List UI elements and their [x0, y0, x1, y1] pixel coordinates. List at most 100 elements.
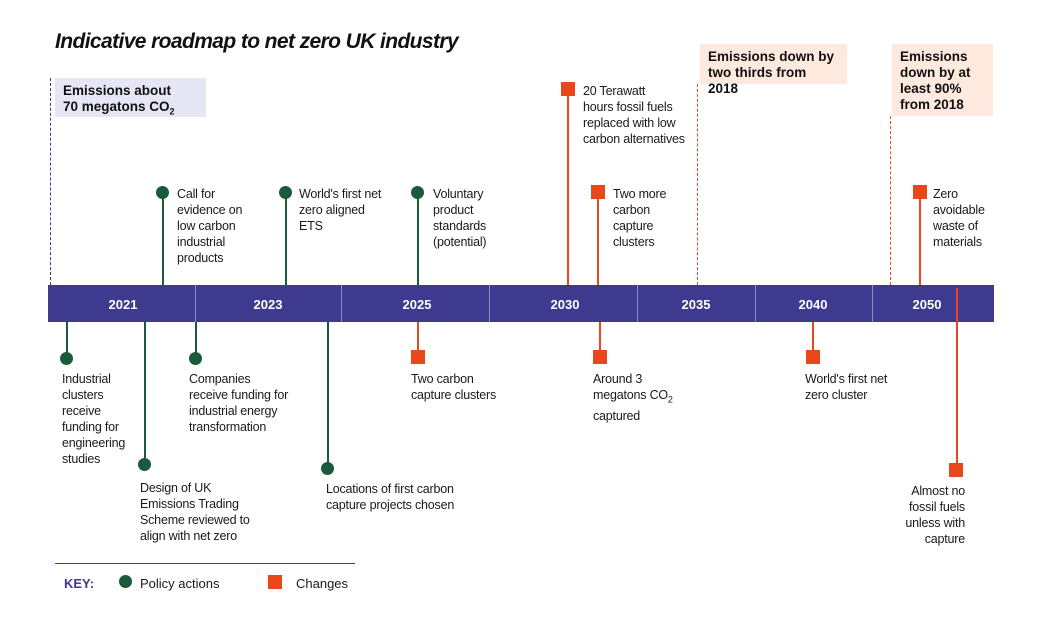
policy-line: receive funding for — [189, 388, 289, 402]
year-label-2023: 2023 — [253, 297, 283, 312]
policy-line: clusters — [62, 388, 104, 402]
policy-line: products — [177, 251, 224, 265]
policy-dot — [189, 352, 202, 365]
policy-line: receive — [62, 404, 101, 418]
year-label-2021: 2021 — [108, 297, 138, 312]
policy-label-first-net-zero-ets: World's first net zero aligned ETS — [299, 186, 381, 234]
policy-connector — [417, 192, 419, 285]
change-line: fossil fuels — [909, 500, 965, 514]
policy-line: low carbon — [177, 219, 236, 233]
bar-divider — [637, 285, 638, 322]
change-line-subscript: 2 — [667, 394, 673, 405]
policy-line: engineering — [62, 436, 126, 450]
callout-2050-line2: down by at — [900, 65, 971, 80]
policy-label-ets-review: Design of UK Emissions Trading Scheme re… — [140, 480, 250, 544]
change-line: World's first net — [805, 372, 888, 386]
policy-line: Companies — [189, 372, 251, 386]
key-policy-label: Policy actions — [140, 576, 220, 591]
policy-label-company-funding: Companies receive funding for industrial… — [189, 371, 288, 435]
policy-connector — [162, 192, 164, 285]
change-line: Around 3 — [593, 372, 643, 386]
year-label-2040: 2040 — [798, 297, 828, 312]
change-line: clusters — [613, 235, 655, 249]
policy-line: Call for — [177, 187, 215, 201]
callout-2035-emissions: Emissions down by two thirds from 2018 — [700, 44, 847, 96]
change-marker — [913, 185, 927, 199]
year-label-2050: 2050 — [912, 297, 942, 312]
change-line: Two carbon — [411, 372, 474, 386]
key-divider — [55, 563, 355, 564]
policy-label-capture-locations: Locations of first carbon capture projec… — [326, 481, 454, 513]
policy-connector — [327, 322, 329, 468]
timeline-bar — [48, 285, 994, 322]
change-connector — [567, 90, 569, 285]
key-change-label: Changes — [296, 576, 349, 591]
change-marker — [806, 350, 820, 364]
change-marker — [591, 185, 605, 199]
policy-line: studies — [62, 452, 101, 466]
change-connector — [597, 192, 599, 285]
change-line: captured — [593, 408, 641, 423]
policy-dot — [279, 186, 292, 199]
policy-dot — [156, 186, 169, 199]
dashed-line-2050 — [890, 116, 891, 285]
key-change-marker — [268, 575, 282, 589]
policy-line: (potential) — [433, 235, 487, 249]
change-label-two-more-clusters: Two more carbon capture clusters — [613, 186, 666, 250]
bar-divider — [755, 285, 756, 322]
key-policy-dot — [119, 575, 132, 588]
policy-line: Scheme reviewed to — [140, 513, 250, 527]
change-line: materials — [933, 235, 982, 249]
callout-start-line2: 70 megatons CO2 — [63, 99, 198, 120]
change-label-zero-waste: Zero avoidable waste of materials — [933, 186, 985, 250]
change-line: waste of — [933, 219, 978, 233]
change-marker — [411, 350, 425, 364]
change-line: 20 Terawatt — [583, 84, 646, 98]
change-line: hours fossil fuels — [583, 100, 673, 114]
policy-line: Voluntary — [433, 187, 484, 201]
change-line: capture clusters — [411, 388, 497, 402]
policy-line: align with net zero — [140, 529, 237, 543]
change-line: carbon alternatives — [583, 132, 685, 146]
policy-dot — [60, 352, 73, 365]
policy-line: product — [433, 203, 474, 217]
year-label-2035: 2035 — [681, 297, 711, 312]
change-label-megatons-captured: Around 3 megatons CO2 captured — [593, 371, 673, 424]
year-label-2025: 2025 — [402, 297, 432, 312]
change-label-terawatt-hours: 20 Terawatt hours fossil fuels replaced … — [583, 83, 685, 147]
change-marker — [949, 463, 963, 477]
policy-dot — [138, 458, 151, 471]
change-marker — [561, 82, 575, 96]
callout-start-line2-text: 70 megatons CO — [63, 99, 170, 114]
policy-line: Industrial — [62, 372, 111, 386]
change-connector — [919, 192, 921, 285]
change-marker — [593, 350, 607, 364]
policy-line: zero aligned — [299, 203, 365, 217]
change-line-text: megatons CO — [593, 388, 668, 402]
policy-line: funding for — [62, 420, 119, 434]
callout-2050-line4: from 2018 — [900, 97, 964, 112]
key-title: KEY: — [64, 576, 95, 591]
policy-line: Emissions Trading — [140, 497, 239, 511]
policy-label-cluster-funding: Industrial clusters receive funding for … — [62, 371, 125, 467]
callout-start-subscript: 2 — [169, 106, 175, 117]
policy-dot — [321, 462, 334, 475]
callout-start-emissions: Emissions about 70 megatons CO2 — [55, 78, 206, 117]
callout-2035-line2: two thirds from 2018 — [708, 65, 807, 96]
callout-2050-line1: Emissions — [900, 49, 968, 64]
change-label-almost-no-fossil-fuels: Almost no fossil fuels unless with captu… — [880, 483, 965, 547]
change-line: zero cluster — [805, 388, 868, 402]
change-label-two-capture-clusters: Two carbon capture clusters — [411, 371, 496, 403]
year-label-2030: 2030 — [550, 297, 580, 312]
policy-label-voluntary-standards: Voluntary product standards (potential) — [433, 186, 487, 250]
policy-connector — [285, 192, 287, 285]
policy-line: industrial — [177, 235, 226, 249]
start-dashed-line — [50, 78, 51, 285]
policy-connector — [66, 322, 68, 358]
policy-connector — [195, 322, 197, 358]
callout-2035-line1: Emissions down by — [708, 49, 835, 64]
change-line: carbon — [613, 203, 651, 217]
policy-line: Locations of first carbon — [326, 482, 454, 496]
page-title: Indicative roadmap to net zero UK indust… — [55, 30, 459, 53]
change-line: Two more — [613, 187, 667, 201]
